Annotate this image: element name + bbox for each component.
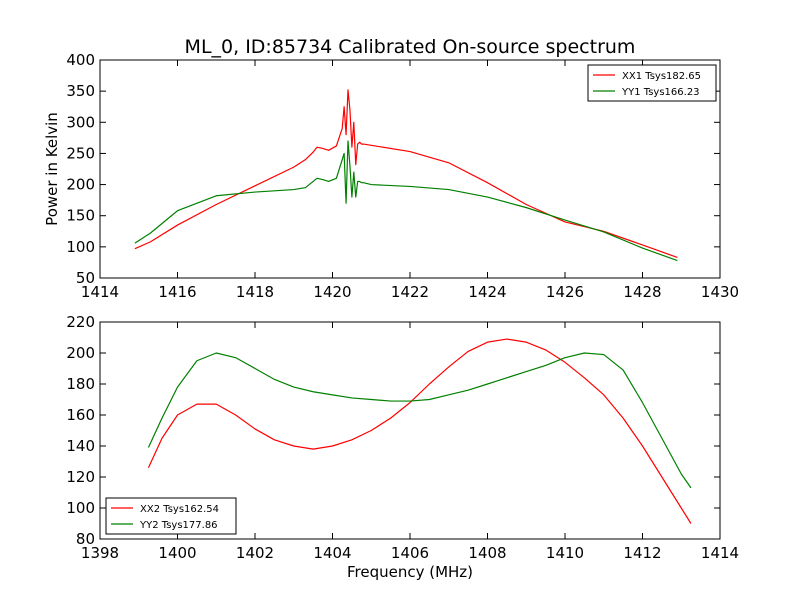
series-line-2 [134, 140, 678, 262]
top-panel: 1414 1416 1418 1420 1422 1424 1426 1428 1430 50 10… [43, 51, 739, 301]
y-tick-label: 350 [66, 82, 95, 100]
y-tick-label: 400 [66, 51, 95, 69]
x-tick-label: 1410 [546, 544, 584, 562]
x-tick-label: 1400 [158, 544, 196, 562]
series-line-1 [134, 89, 678, 259]
x-tick-label: 1430 [701, 283, 739, 301]
legend-box [587, 64, 717, 102]
y-tick-label: 200 [66, 176, 95, 194]
bottom-panel: 1398 1400 1402 1404 1406 1408 1410 1412 1414 80 10… [66, 313, 739, 562]
y-axis-label: Power in Kelvin [43, 112, 61, 226]
x-tick-label: 1416 [158, 283, 196, 301]
x-tick-label: 1406 [391, 544, 429, 562]
x-tick-label: 1428 [623, 283, 661, 301]
x-tick-label: 1420 [313, 283, 351, 301]
x-tick-label: 1398 [81, 544, 119, 562]
y-tick-label: 50 [76, 269, 95, 287]
x-tick-label: 1414 [81, 283, 119, 301]
y-tick-label: 100 [66, 238, 95, 256]
legend-label-1: XX1 Tsys182.65 [622, 71, 701, 82]
y-tick-label: 140 [66, 437, 95, 455]
x-tick-label: 1404 [313, 544, 351, 562]
y-tick-label: 220 [66, 313, 95, 331]
x-tick-label: 1418 [236, 283, 274, 301]
y-tick-label: 200 [66, 344, 95, 362]
x-tick-label: 1412 [623, 544, 661, 562]
x-tick-label: 1402 [236, 544, 274, 562]
series-line-2 [147, 352, 692, 489]
legend-label-2: YY1 Tsys166.23 [621, 87, 700, 98]
y-tick-label: 180 [66, 375, 95, 393]
y-tick-label: 250 [66, 144, 95, 162]
x-tick-label: 1414 [701, 544, 739, 562]
legend-box [105, 497, 237, 535]
y-tick-label: 300 [66, 113, 95, 131]
y-tick-label: 150 [66, 207, 95, 225]
x-tick-label: 1424 [468, 283, 506, 301]
x-tick-label: 1422 [391, 283, 429, 301]
legend-label-1: XX2 Tsys162.54 [140, 504, 219, 515]
y-tick-label: 120 [66, 468, 95, 486]
x-tick-label: 1408 [468, 544, 506, 562]
legend-label-2: YY2 Tsys177.86 [139, 520, 218, 531]
x-tick-label: 1426 [546, 283, 584, 301]
y-tick-label: 100 [66, 499, 95, 517]
y-tick-label: 160 [66, 406, 95, 424]
y-tick-label: 80 [76, 530, 95, 548]
series-line-1 [147, 338, 692, 524]
x-axis-label: Frequency (MHz) [347, 563, 473, 581]
figure-title: ML_0, ID:85734 Calibrated On-source spec… [185, 36, 636, 58]
